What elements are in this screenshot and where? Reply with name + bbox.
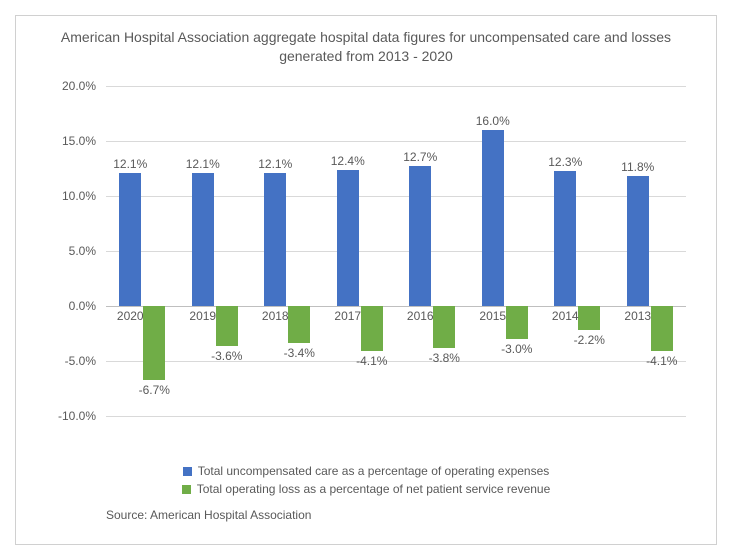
x-axis-category-label: 2014: [552, 309, 579, 323]
x-axis-category-label: 2017: [334, 309, 361, 323]
y-axis-tick-label: 0.0%: [36, 299, 96, 313]
data-label: -3.6%: [211, 349, 242, 363]
x-axis-category-label: 2018: [262, 309, 289, 323]
x-axis-category-label: 2019: [189, 309, 216, 323]
bar-operating-loss: [578, 306, 600, 330]
data-label: 12.3%: [548, 155, 582, 169]
data-label: 12.1%: [258, 157, 292, 171]
chart-container: American Hospital Association aggregate …: [15, 15, 717, 545]
bar-operating-loss: [216, 306, 238, 346]
bar-operating-loss: [288, 306, 310, 343]
y-axis-tick-label: 20.0%: [36, 79, 96, 93]
y-axis-tick-label: 5.0%: [36, 244, 96, 258]
legend-item-uncompensated: Total uncompensated care as a percentage…: [183, 464, 550, 478]
bar-uncompensated: [192, 173, 214, 306]
x-axis-category-label: 2020: [117, 309, 144, 323]
data-label: 12.7%: [403, 150, 437, 164]
gridline: [106, 141, 686, 142]
bar-uncompensated: [119, 173, 141, 306]
gridline: [106, 86, 686, 87]
y-axis-tick-label: 15.0%: [36, 134, 96, 148]
bar-operating-loss: [651, 306, 673, 351]
bar-uncompensated: [482, 130, 504, 306]
bar-uncompensated: [409, 166, 431, 306]
x-axis-category-label: 2013: [624, 309, 651, 323]
bar-uncompensated: [627, 176, 649, 306]
bar-operating-loss: [433, 306, 455, 348]
bar-operating-loss: [143, 306, 165, 380]
y-axis-tick-label: -5.0%: [36, 354, 96, 368]
data-label: -4.1%: [356, 354, 387, 368]
data-label: -2.2%: [574, 333, 605, 347]
bar-uncompensated: [337, 170, 359, 306]
data-label: 12.1%: [113, 157, 147, 171]
x-axis-category-label: 2016: [407, 309, 434, 323]
y-axis-tick-label: -10.0%: [36, 409, 96, 423]
data-label: -6.7%: [139, 383, 170, 397]
y-axis-tick-label: 10.0%: [36, 189, 96, 203]
bar-uncompensated: [554, 171, 576, 306]
legend-swatch-icon: [182, 485, 191, 494]
bar-uncompensated: [264, 173, 286, 306]
gridline: [106, 361, 686, 362]
legend-label: Total operating loss as a percentage of …: [197, 482, 551, 496]
bar-operating-loss: [361, 306, 383, 351]
data-label: -3.8%: [429, 351, 460, 365]
gridline: [106, 416, 686, 417]
legend-label: Total uncompensated care as a percentage…: [198, 464, 550, 478]
legend: Total uncompensated care as a percentage…: [16, 462, 716, 498]
x-axis-category-label: 2015: [479, 309, 506, 323]
plot-area: -10.0%-5.0%0.0%5.0%10.0%15.0%20.0%12.1%-…: [106, 86, 686, 416]
source-text: Source: American Hospital Association: [106, 508, 311, 522]
data-label: 16.0%: [476, 114, 510, 128]
data-label: 12.4%: [331, 154, 365, 168]
chart-title: American Hospital Association aggregate …: [16, 16, 716, 72]
data-label: -3.0%: [501, 342, 532, 356]
bar-operating-loss: [506, 306, 528, 339]
data-label: 12.1%: [186, 157, 220, 171]
data-label: -4.1%: [646, 354, 677, 368]
data-label: 11.8%: [621, 160, 654, 174]
data-label: -3.4%: [284, 346, 315, 360]
legend-item-operating-loss: Total operating loss as a percentage of …: [182, 482, 551, 496]
legend-swatch-icon: [183, 467, 192, 476]
